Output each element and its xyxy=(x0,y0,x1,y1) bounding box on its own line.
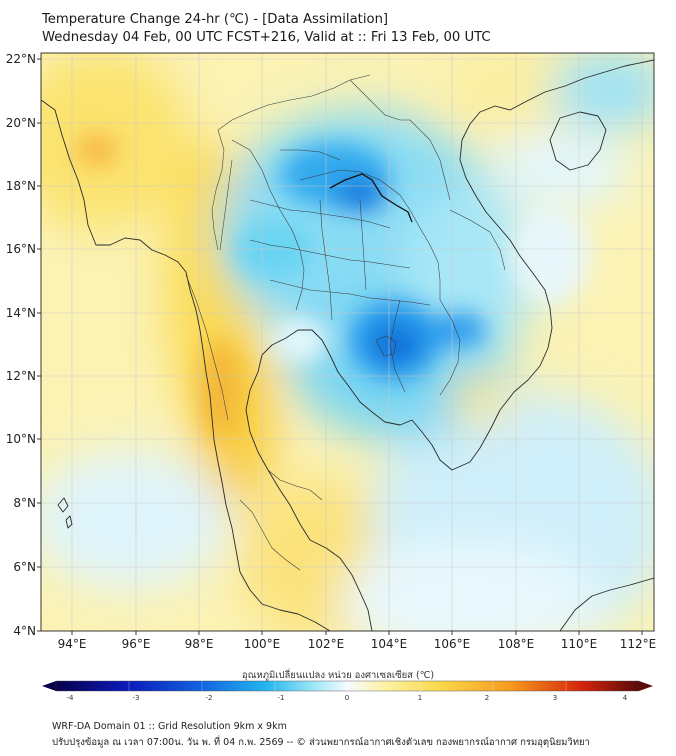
longitude-labels: 94°E 96°E 98°E 100°E 102°E 104°E 106°E 1… xyxy=(58,637,657,651)
axis-ticks xyxy=(37,58,643,635)
colorbar-tick: -2 xyxy=(206,694,213,702)
lon-label: 96°E xyxy=(122,637,151,651)
lon-label: 112°E xyxy=(620,637,657,651)
lon-label: 106°E xyxy=(434,637,471,651)
lat-label: 16°N xyxy=(6,242,36,256)
colorbar-tick: 3 xyxy=(553,694,557,702)
lat-label: 22°N xyxy=(6,52,36,66)
lat-label: 4°N xyxy=(13,624,36,638)
colorbar-tick: -1 xyxy=(278,694,285,702)
colorbar-title: อุณหภูมิเปลี่ยนแปลง หน่วย องศาเซลเซียส (… xyxy=(241,670,435,681)
lat-label: 12°N xyxy=(6,369,36,383)
lat-label: 10°N xyxy=(6,432,36,446)
lat-label: 18°N xyxy=(6,179,36,193)
coastlines xyxy=(41,59,654,631)
lon-label: 100°E xyxy=(244,637,281,651)
colorbar-max-arrow xyxy=(639,681,653,691)
lon-label: 94°E xyxy=(58,637,87,651)
colorbar: -4 -3 -2 -1 0 1 2 3 4 xyxy=(42,680,653,702)
lon-label: 102°E xyxy=(308,637,345,651)
lat-label: 20°N xyxy=(6,116,36,130)
colorbar-tick: 4 xyxy=(623,694,628,702)
lat-label: 14°N xyxy=(6,306,36,320)
lon-label: 110°E xyxy=(561,637,598,651)
footer-model-info: WRF-DA Domain 01 :: Grid Resolution 9km … xyxy=(52,721,287,732)
temperature-field xyxy=(41,53,654,631)
colorbar-min-arrow xyxy=(42,681,56,691)
graticule xyxy=(41,53,654,631)
map-frame xyxy=(40,52,655,632)
map-title: Temperature Change 24-hr (℃) - [Data Ass… xyxy=(42,12,389,27)
footer-credit: ปรับปรุงข้อมูล ณ เวลา 07:00น. วัน พ. ที่… xyxy=(52,737,590,748)
lat-label: 8°N xyxy=(13,496,36,510)
latitude-labels: 22°N 20°N 18°N 16°N 14°N 12°N 10°N 8°N 6… xyxy=(6,52,36,638)
colorbar-tick: -3 xyxy=(133,694,140,702)
colorbar-tick: 2 xyxy=(485,694,489,702)
colorbar-tick: 1 xyxy=(418,694,422,702)
lat-label: 6°N xyxy=(13,560,36,574)
map-subtitle: Wednesday 04 Feb, 00 UTC FCST+216, Valid… xyxy=(42,30,491,45)
lon-label: 104°E xyxy=(371,637,408,651)
colorbar-tick: -4 xyxy=(67,694,75,702)
colorbar-tick: 0 xyxy=(345,694,349,702)
lon-label: 98°E xyxy=(185,637,214,651)
lao-cambodia-outline xyxy=(329,173,413,223)
provincial-borders xyxy=(185,74,506,571)
lon-label: 108°E xyxy=(498,637,535,651)
